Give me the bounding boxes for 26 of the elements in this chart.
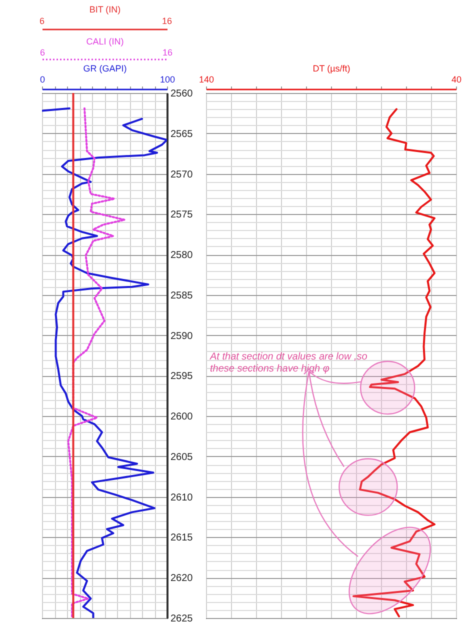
y-tick-label: 2590	[170, 330, 194, 342]
y-tick-label: 2560	[170, 88, 194, 100]
y-tick-label: 2575	[170, 210, 194, 221]
text: 6	[39, 16, 45, 26]
y-tick-label: 2615	[170, 532, 194, 544]
x-tick-label: 40	[451, 74, 462, 84]
text: 16	[162, 16, 172, 26]
y-tick-label: 2595	[170, 371, 194, 382]
y-tick-label: 2570	[170, 169, 194, 180]
ref-line-label: BIT (IN)	[89, 4, 121, 14]
y-tick-label: 2600	[170, 412, 194, 423]
x-tick-label: 0	[40, 74, 46, 84]
y-tick-label: 2580	[170, 250, 194, 262]
y-tick-label: 2585	[170, 290, 194, 302]
y-tick-label: 2620	[170, 573, 194, 584]
x-tick-label: 140	[198, 74, 214, 84]
x-tick-label: 100	[160, 74, 176, 84]
x-axis-title: DT (µs/ft)	[312, 64, 350, 74]
y-tick-label: 2565	[170, 128, 194, 140]
y-tick-label: 2625	[170, 614, 194, 624]
y-tick-label: 2605	[170, 452, 194, 463]
x2-tick-label: 16	[162, 48, 173, 58]
x2-axis-title: CALI (IN)	[86, 36, 124, 46]
x-axis-title: GR (GAPI)	[83, 64, 127, 74]
y-tick-label: 2610	[170, 492, 194, 504]
x2-tick-label: 6	[40, 48, 46, 58]
